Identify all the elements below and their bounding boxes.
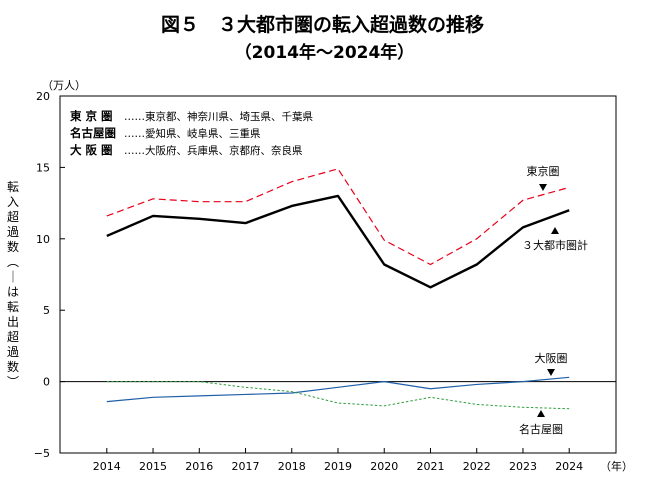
annotation-arrow-icon xyxy=(547,369,555,376)
series-line-2 xyxy=(106,376,570,403)
y-tick-label: −5 xyxy=(34,447,50,460)
y-axis-label-char: 数 xyxy=(6,360,19,374)
legend-name: 名古屋圏 xyxy=(70,126,116,140)
x-tick-label: 2019 xyxy=(324,460,352,473)
y-axis-label-char: 超 xyxy=(6,210,19,224)
series-line-3 xyxy=(106,381,570,410)
x-tick-label: 2022 xyxy=(463,460,491,473)
y-axis-label-char: 過 xyxy=(6,345,19,359)
y-axis-label-char: 数 xyxy=(6,240,19,254)
x-unit-label: （年） xyxy=(600,459,633,473)
series-annotation: 名古屋圏 xyxy=(519,422,563,436)
y-axis-label-char: は xyxy=(6,285,19,299)
y-axis-label-char: ︵ xyxy=(6,255,19,269)
annotation-arrow-icon xyxy=(551,227,559,234)
annotation-arrow-icon xyxy=(537,410,545,417)
x-tick-label: 2023 xyxy=(509,460,537,473)
series-annotation: 大阪圏 xyxy=(535,351,568,365)
y-tick-label: 0 xyxy=(43,376,50,389)
x-tick-label: 2014 xyxy=(93,460,121,473)
series-annotation: ３大都市圏計 xyxy=(522,238,588,252)
y-tick-label: 5 xyxy=(43,304,50,317)
y-axis-label-char: 転 xyxy=(6,300,19,314)
x-tick-label: 2017 xyxy=(232,460,260,473)
x-tick-label: 2021 xyxy=(416,460,444,473)
series-line-1 xyxy=(106,194,570,289)
y-axis-label-char: 過 xyxy=(6,225,19,239)
y-axis-label-char: 入 xyxy=(6,195,19,209)
y-axis-label: 転入超過数 ︵ ｜は転出超過数 ︶ xyxy=(4,180,22,390)
y-tick-label: 10 xyxy=(36,233,50,246)
y-axis-label-char: 超 xyxy=(6,330,19,344)
y-axis-label-char: 出 xyxy=(6,315,19,329)
x-tick-label: 2018 xyxy=(278,460,306,473)
legend-members: ……東京都、神奈川県、埼玉県、千葉県 xyxy=(124,110,313,123)
legend-name: 大 阪 圏 xyxy=(70,143,113,157)
y-axis-label-char: ｜ xyxy=(6,270,19,284)
series-line-0 xyxy=(106,168,570,266)
chart-subtitle: （2014年〜2024年） xyxy=(234,43,415,63)
chart-title: 図５ ３大都市圏の転入超過数の推移 xyxy=(160,14,484,36)
y-axis-label-char: 転 xyxy=(6,180,19,194)
x-tick-label: 2016 xyxy=(185,460,213,473)
legend-name: 東 京 圏 xyxy=(70,109,113,123)
series-annotation: 東京圏 xyxy=(527,164,560,178)
x-tick-label: 2015 xyxy=(139,460,167,473)
x-tick-label: 2020 xyxy=(370,460,398,473)
y-axis-label-char: ︶ xyxy=(6,375,19,389)
legend-members: ……大阪府、兵庫県、京都府、奈良県 xyxy=(124,144,303,157)
legend-members: ……愛知県、岐阜県、三重県 xyxy=(124,127,261,140)
annotation-arrow-icon xyxy=(539,184,547,191)
y-unit-label: （万人） xyxy=(42,79,86,92)
y-tick-label: 15 xyxy=(36,161,50,174)
y-tick-label: 20 xyxy=(36,90,50,103)
x-tick-label: 2024 xyxy=(555,460,583,473)
